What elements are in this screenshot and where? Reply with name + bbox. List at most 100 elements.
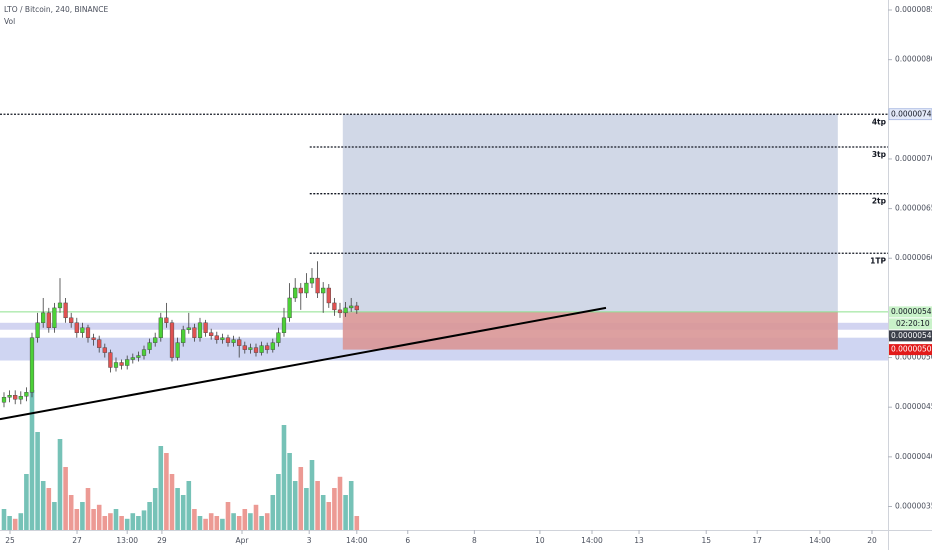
- volume-bar: [214, 516, 220, 530]
- candle-body: [309, 277, 315, 284]
- candle-body: [231, 339, 236, 343]
- candle-body: [18, 396, 23, 400]
- volume-bar: [253, 504, 259, 530]
- x-tick-label: 17: [752, 536, 762, 545]
- y-tick-label: 0.00000600: [895, 253, 932, 262]
- y-tick-label: 0.00000800: [895, 55, 932, 64]
- candle-body: [29, 337, 35, 393]
- stop-zone: [342, 311, 838, 350]
- candle-body: [35, 322, 40, 338]
- volume-bar: [315, 481, 320, 530]
- candle-body: [175, 342, 180, 358]
- candle-body: [119, 362, 124, 366]
- volume-bar: [63, 467, 68, 530]
- candle-body: [80, 327, 85, 333]
- volume-bar: [242, 509, 248, 530]
- candle-body: [326, 287, 331, 304]
- x-tick-label: 6: [405, 536, 410, 545]
- candle-body: [57, 302, 63, 309]
- candle-body: [1, 397, 7, 403]
- candle-body: [108, 352, 113, 368]
- candle-body: [248, 347, 253, 350]
- candle-body: [46, 312, 51, 328]
- x-tick-label: 13: [634, 536, 644, 545]
- volume-bar: [24, 474, 29, 530]
- volume-bar: [298, 467, 304, 530]
- candle-body: [332, 302, 337, 311]
- volume-bar: [147, 502, 152, 530]
- volume-bar: [320, 495, 326, 530]
- volume-bar: [29, 390, 35, 530]
- price-label-box: [889, 330, 932, 342]
- candle-body: [337, 309, 343, 314]
- level-label: 1TP: [870, 256, 886, 265]
- volume-bar: [180, 495, 186, 530]
- volume-bar: [91, 509, 96, 530]
- volume-bar: [175, 488, 180, 530]
- candle-body: [253, 347, 259, 353]
- candle-body: [164, 317, 169, 323]
- level-label: 2tp: [872, 197, 887, 206]
- symbol-title: LTO / Bitcoin, 240, BINANCE: [4, 5, 108, 14]
- volume-bar: [332, 488, 337, 530]
- volume-bar: [259, 516, 264, 530]
- countdown-box: [889, 318, 932, 330]
- candle-body: [203, 322, 208, 333]
- level-label: 3tp: [872, 150, 887, 159]
- volume-bar: [304, 488, 309, 530]
- volume-bar: [208, 513, 214, 530]
- candle-body: [209, 332, 214, 336]
- volume-bar: [85, 488, 91, 530]
- y-tick-label: 0.00000400: [895, 452, 932, 461]
- y-tick-label: 0.00000500: [895, 353, 932, 362]
- x-tick-label: 20: [867, 536, 877, 545]
- price-label-box: [889, 306, 932, 318]
- volume-bar: [1, 509, 7, 530]
- volume-bar: [52, 502, 57, 530]
- candle-body: [197, 322, 203, 338]
- volume-bar: [18, 513, 24, 530]
- candle-body: [242, 345, 247, 350]
- candle-body: [74, 322, 79, 333]
- volume-bar: [276, 474, 281, 530]
- x-tick-label: 13:00: [116, 536, 138, 545]
- x-tick-label: 14:00: [581, 536, 603, 545]
- candle-body: [237, 339, 242, 346]
- volume-bar: [124, 518, 130, 530]
- level-label: 4tp: [872, 117, 887, 126]
- volume-bar: [141, 510, 147, 530]
- volume-bar: [354, 516, 360, 530]
- volume-bar: [169, 474, 175, 530]
- candle-body: [276, 332, 281, 343]
- volume-bar: [236, 516, 242, 530]
- volume-bar: [264, 513, 270, 530]
- volume-bar: [192, 509, 197, 530]
- volume-bar: [68, 495, 74, 530]
- candle-body: [214, 335, 219, 340]
- volume-bar: [119, 516, 124, 530]
- candle-body: [225, 337, 231, 343]
- y-tick-label: 0.00000700: [895, 154, 932, 163]
- volume-bar: [292, 481, 298, 530]
- volume-bar: [130, 513, 136, 530]
- volume-bar: [35, 432, 40, 530]
- candle-body: [265, 345, 270, 350]
- candle-body: [186, 327, 191, 330]
- candle-body: [287, 297, 292, 319]
- volume-bar: [108, 513, 113, 530]
- candle-body: [169, 322, 175, 358]
- volume-bar: [113, 509, 119, 530]
- x-tick-label: 14:00: [346, 536, 368, 545]
- candle-body: [354, 305, 359, 311]
- candle-body: [281, 317, 287, 333]
- candle-body: [147, 342, 152, 350]
- volume-bar: [203, 518, 208, 530]
- x-tick-label: 3: [307, 536, 312, 545]
- candle-body: [130, 357, 135, 360]
- volume-bar: [57, 439, 63, 530]
- price-label: 0.00000546: [891, 307, 932, 316]
- volume-bar: [40, 481, 46, 530]
- candle-body: [321, 287, 326, 294]
- candle-body: [304, 282, 309, 294]
